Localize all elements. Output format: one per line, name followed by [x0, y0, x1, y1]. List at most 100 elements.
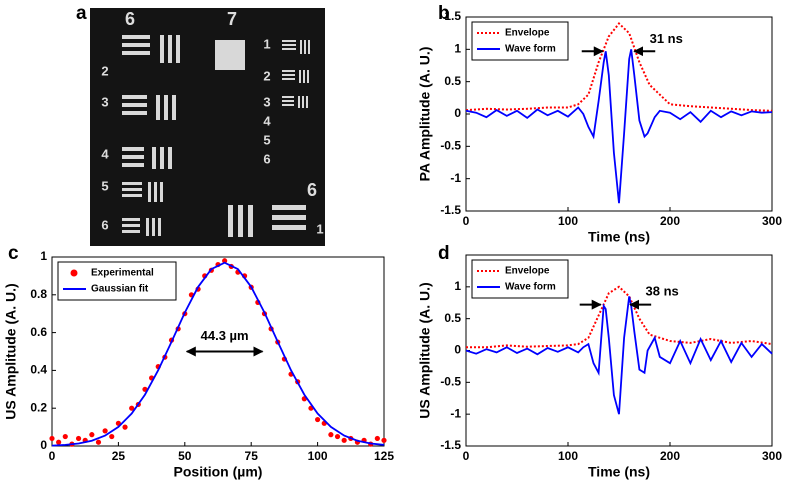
target-bar	[282, 78, 295, 80]
y-tick-label: 0.4	[30, 363, 47, 377]
x-tick-label: 25	[112, 449, 126, 463]
target-label: 4	[101, 146, 109, 161]
data-point	[328, 432, 334, 438]
target-label: 3	[263, 94, 270, 109]
target-label: 1	[316, 221, 323, 236]
target-label: 1	[263, 36, 270, 51]
x-tick-label: 100	[558, 214, 578, 228]
legend-label: Wave form	[505, 44, 556, 55]
target-bar	[148, 182, 151, 202]
target-bar	[282, 74, 295, 76]
x-axis-label: Time (ns)	[588, 229, 650, 245]
data-point	[56, 439, 62, 445]
target-bar	[122, 230, 140, 233]
target-bar	[122, 218, 140, 221]
target-bar	[282, 70, 295, 72]
data-point	[129, 405, 135, 411]
data-point	[374, 435, 380, 442]
target-label: 6	[263, 151, 270, 166]
annotation: 38 ns	[646, 283, 679, 298]
panel-label: b	[438, 3, 450, 24]
data-point	[102, 428, 108, 434]
target-bar	[228, 205, 233, 237]
y-tick-label: 0	[454, 106, 461, 120]
data-point	[315, 416, 321, 423]
y-axis-label: US Amplitude (A. U.)	[3, 283, 19, 419]
target-bar	[176, 35, 180, 63]
target-bar	[122, 194, 142, 197]
x-tick-label: 0	[463, 214, 470, 228]
legend-label: Wave form	[505, 282, 556, 293]
target-bar	[168, 147, 172, 169]
legend-box	[471, 259, 569, 299]
target-label: 5	[101, 178, 108, 193]
data-point	[109, 433, 115, 440]
series-line	[466, 285, 773, 349]
x-tick-label: 0	[49, 449, 56, 463]
data-point	[222, 258, 228, 264]
y-tick-label: 0.5	[444, 311, 461, 325]
target-bar	[122, 103, 147, 107]
target-bar	[160, 182, 163, 202]
target-bar	[122, 43, 150, 47]
data-point	[122, 424, 128, 430]
y-tick-label: -0.5	[440, 139, 461, 153]
x-axis-label: Position (µm)	[174, 464, 263, 480]
annotation: 44.3 µm	[201, 328, 249, 343]
x-tick-label: 100	[558, 449, 578, 463]
target-bar	[122, 155, 144, 159]
target-bar	[168, 35, 172, 63]
legend-label: Envelope	[505, 28, 550, 39]
data-point	[89, 432, 95, 438]
data-point	[334, 433, 341, 440]
target-bar	[282, 48, 296, 50]
legend-label: Experimental	[91, 268, 154, 279]
target-label: 6	[125, 9, 135, 29]
panel-label: a	[76, 3, 87, 24]
target-bar	[215, 40, 245, 70]
target-bar	[282, 104, 294, 106]
target-label: 5	[263, 132, 270, 147]
y-tick-label: -1	[450, 171, 461, 185]
y-tick-label: 0.2	[30, 400, 47, 414]
y-tick-label: 0	[454, 343, 461, 357]
target-bar	[164, 95, 168, 120]
target-bar	[238, 205, 243, 237]
target-bar	[300, 40, 302, 54]
target-bar	[272, 205, 306, 210]
data-point	[49, 435, 55, 442]
target-bar	[282, 40, 296, 42]
y-tick-label: 1	[454, 279, 461, 293]
target-bar	[172, 95, 176, 120]
target-label: 2	[101, 63, 108, 78]
y-tick-label: 1	[40, 249, 47, 263]
target-bar	[304, 40, 306, 54]
target-bar	[299, 70, 301, 83]
x-tick-label: 300	[762, 449, 782, 463]
target-label: 4	[263, 113, 271, 128]
data-point	[62, 433, 68, 440]
target-bar	[146, 218, 149, 236]
legend-box	[57, 261, 177, 301]
y-axis-label: PA Amplitude (A. U.)	[417, 47, 433, 182]
target-label: 6	[101, 217, 108, 232]
target-bar	[306, 96, 308, 108]
target-bar	[302, 96, 304, 108]
x-tick-label: 100	[308, 449, 328, 463]
x-axis-label: Time (ns)	[588, 464, 650, 480]
target-bar	[156, 95, 160, 120]
target-bar	[122, 182, 142, 185]
y-tick-label: 0.5	[444, 74, 461, 88]
x-tick-label: 50	[178, 449, 192, 463]
target-bar	[122, 35, 150, 39]
target-bar	[122, 95, 147, 99]
target-label: 2	[263, 68, 270, 83]
target-bar	[122, 147, 144, 151]
legend-label: Gaussian fit	[91, 284, 149, 295]
target-bar	[152, 147, 156, 169]
series-line	[51, 261, 385, 447]
y-tick-label: 1	[454, 42, 461, 56]
target-label: 7	[227, 9, 237, 29]
target-bar	[303, 70, 305, 83]
y-tick-label: 0.6	[30, 325, 47, 339]
